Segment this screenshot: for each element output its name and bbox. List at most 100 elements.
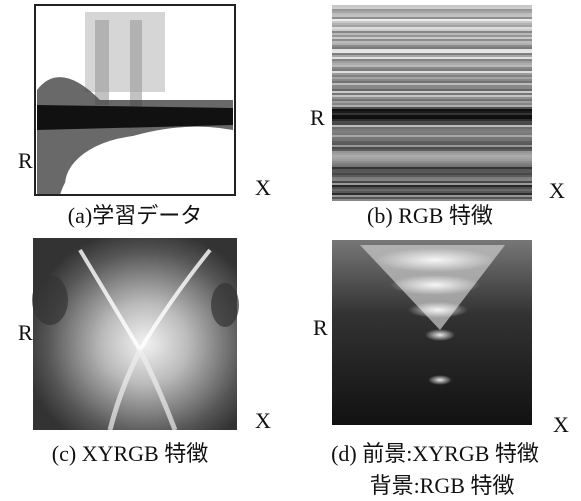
caption: (b) RGB 特徴 — [367, 203, 493, 228]
stripe — [332, 131, 532, 133]
stripe — [332, 129, 532, 131]
panel-d-image — [332, 240, 532, 425]
stripe — [332, 143, 532, 145]
stripe — [332, 121, 532, 123]
stripe — [332, 127, 532, 129]
stripe — [332, 37, 532, 39]
stripe — [332, 19, 532, 21]
stripe — [332, 199, 532, 201]
stripe — [332, 197, 532, 199]
stripe — [332, 117, 532, 119]
stripe — [332, 91, 532, 93]
panel-c-image — [32, 238, 239, 430]
stripe — [332, 133, 532, 135]
stripe — [332, 59, 532, 61]
stripe — [332, 23, 532, 25]
stripe — [332, 33, 532, 35]
stripe — [332, 79, 532, 81]
stripe — [332, 31, 532, 33]
stripe — [332, 95, 532, 97]
stripe — [332, 99, 532, 101]
stripe — [332, 177, 532, 179]
stripe — [332, 89, 532, 91]
stripe — [332, 49, 532, 51]
x-label: X — [255, 175, 271, 200]
stripe — [332, 43, 532, 45]
stripe — [332, 71, 532, 73]
stripe — [332, 35, 532, 37]
stripe — [332, 179, 532, 181]
x-label: X — [255, 408, 271, 433]
stripe — [332, 47, 532, 49]
stripe — [332, 105, 532, 107]
stripe — [332, 77, 532, 79]
stripe — [332, 97, 532, 99]
stripe — [332, 145, 532, 147]
stripe — [332, 151, 532, 153]
y-label: R — [313, 315, 328, 340]
stripe — [332, 155, 532, 157]
stripe — [332, 185, 532, 187]
stripe — [332, 81, 532, 83]
caption: (a)学習データ — [68, 203, 202, 228]
stripe — [332, 25, 532, 27]
stripe — [332, 13, 532, 15]
stripe — [332, 7, 532, 9]
caption-line: 背景:RGB 特徴 — [370, 473, 515, 498]
stripe — [332, 173, 532, 175]
stripe — [332, 163, 532, 165]
stripe — [332, 57, 532, 59]
stripe — [332, 195, 532, 197]
stripe — [332, 175, 532, 177]
stripe — [332, 21, 532, 23]
stripe — [332, 169, 532, 171]
stripe — [332, 93, 532, 95]
stripe — [332, 187, 532, 189]
stripe — [332, 115, 532, 117]
y-label: R — [310, 105, 325, 130]
stripe — [332, 123, 532, 125]
stripe — [332, 113, 532, 115]
stripe — [332, 111, 532, 113]
stripe — [332, 45, 532, 47]
stripe — [332, 83, 532, 85]
stripe — [332, 61, 532, 63]
stripe — [332, 139, 532, 141]
stripe — [332, 65, 532, 67]
caption-line: (d) 前景:XYRGB 特徴 — [331, 441, 539, 466]
x-label: X — [553, 412, 569, 437]
stripe — [332, 29, 532, 31]
stripe — [332, 159, 532, 161]
stripe — [332, 157, 532, 159]
stripe — [332, 55, 532, 57]
stripe — [332, 119, 532, 121]
stripe — [332, 53, 532, 55]
stripe — [332, 9, 532, 11]
stripe — [332, 67, 532, 69]
panel-b-image — [332, 5, 532, 201]
x-label: X — [549, 178, 565, 203]
stripe — [332, 5, 532, 7]
stripe — [332, 147, 532, 149]
stripe — [332, 107, 532, 109]
stripe — [332, 193, 532, 195]
stripe — [332, 11, 532, 13]
stripe — [332, 135, 532, 137]
stripe — [332, 39, 532, 41]
stripe — [332, 109, 532, 111]
stripe — [332, 101, 532, 103]
figure: R X (a)学習データ R X (b) RGB 特徴 R X (c) XYRG… — [0, 0, 581, 501]
stripe — [332, 85, 532, 87]
stripe — [332, 51, 532, 53]
stripe — [332, 103, 532, 105]
stripe — [332, 171, 532, 173]
stripe — [332, 137, 532, 139]
stripe — [332, 27, 532, 29]
stripe — [332, 63, 532, 65]
stripe — [332, 41, 532, 43]
stripe — [332, 75, 532, 77]
stripe — [332, 167, 532, 169]
stripe — [332, 153, 532, 155]
stripe — [332, 125, 532, 127]
y-label: R — [18, 320, 33, 345]
